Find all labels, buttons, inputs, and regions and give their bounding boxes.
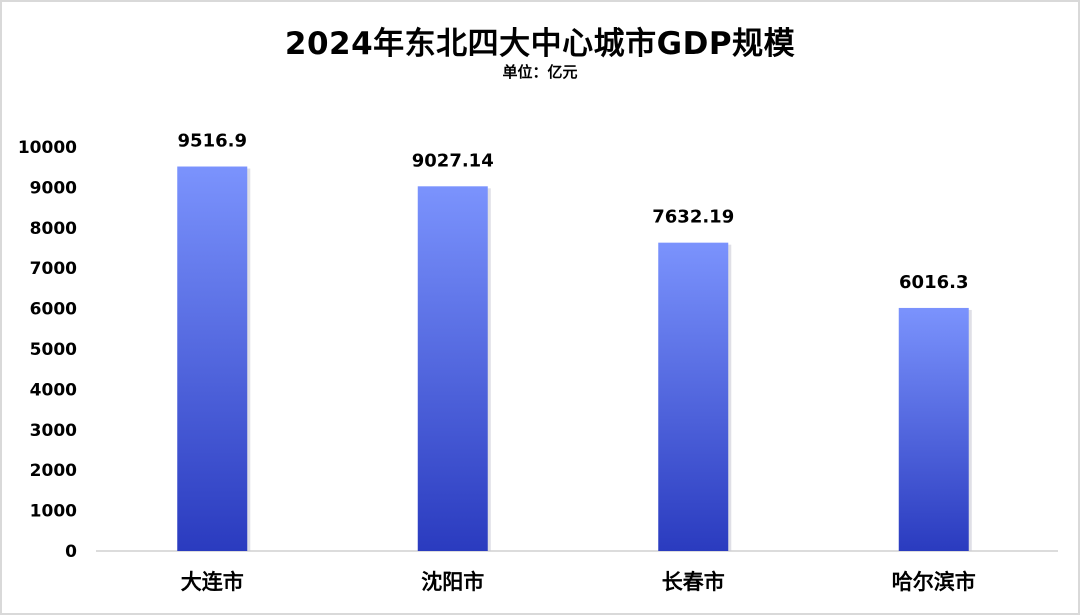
bar-value-label: 6016.3: [899, 272, 968, 293]
category-label: 长春市: [662, 570, 725, 594]
y-tick-label: 7000: [30, 259, 77, 279]
category-label: 哈尔滨市: [892, 570, 976, 594]
y-axis-ticks: 0 1000 2000 3000 4000 5000 6000 7000 8000 9000 100…: [18, 138, 77, 562]
bar: [177, 166, 248, 551]
y-tick-label: 9000: [30, 178, 77, 198]
category-label: 沈阳市: [421, 570, 484, 594]
y-tick-label: 10000: [18, 138, 77, 158]
bar: [658, 242, 729, 551]
category-label: 大连市: [181, 570, 244, 594]
data-labels: 9516.9 9027.14 7632.19 6016.3: [178, 131, 969, 293]
bar-value-label: 7632.19: [652, 207, 734, 228]
y-tick-label: 3000: [30, 421, 77, 441]
y-tick-label: 8000: [30, 219, 77, 239]
bars: [177, 166, 972, 552]
y-tick-label: 5000: [30, 340, 77, 360]
y-tick-label: 1000: [30, 502, 77, 522]
chart-title: 2024年东北四大中心城市GDP规模: [284, 26, 796, 62]
y-tick-label: 2000: [30, 461, 77, 481]
y-tick-label: 6000: [30, 300, 77, 320]
y-tick-label: 0: [65, 542, 77, 562]
bar-value-label: 9516.9: [178, 131, 247, 152]
chart-subtitle: 单位：亿元: [502, 63, 578, 81]
bar-value-label: 9027.14: [412, 150, 494, 171]
category-labels: 大连市 沈阳市 长春市 哈尔滨市: [181, 570, 976, 594]
y-tick-label: 4000: [30, 380, 77, 400]
bar: [898, 307, 969, 551]
bar: [417, 186, 488, 552]
